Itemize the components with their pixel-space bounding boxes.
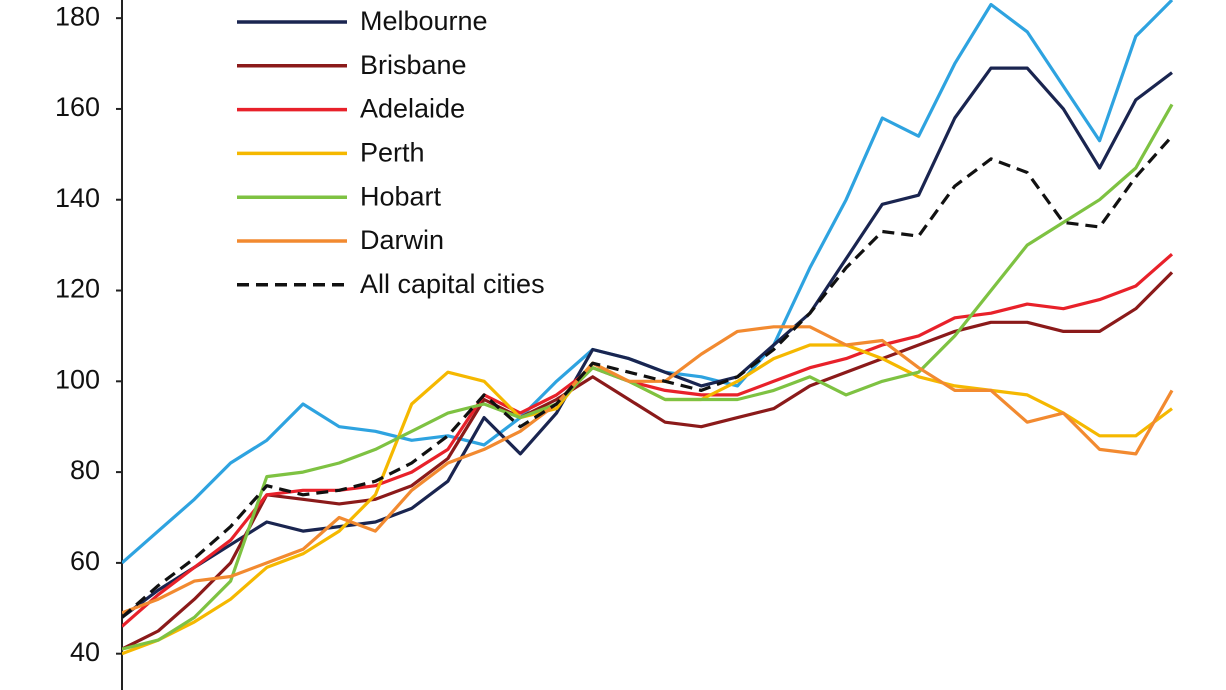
legend-label: All capital cities [360, 269, 545, 299]
series-line [122, 103, 1174, 651]
legend-label: Perth [360, 138, 425, 168]
series-line [122, 0, 1174, 565]
y-tick-label: 80 [70, 455, 100, 485]
legend-label: Hobart [360, 181, 442, 211]
series-line [122, 325, 1174, 615]
series-line [122, 66, 1173, 619]
series-line [122, 252, 1174, 628]
y-tick-label: 100 [55, 364, 100, 394]
y-tick-label: 140 [55, 183, 100, 213]
y-tick-label: 160 [55, 92, 100, 122]
y-tick-label: 120 [55, 274, 100, 304]
legend-label: Adelaide [360, 94, 465, 124]
y-tick-label: 40 [70, 637, 100, 667]
series-line [122, 271, 1174, 651]
series-line [122, 135, 1174, 619]
legend-label: Darwin [360, 225, 444, 255]
legend-label: Melbourne [360, 6, 488, 36]
y-tick-label: 60 [70, 546, 100, 576]
legend-label: Brisbane [360, 50, 467, 80]
y-tick-label: 180 [55, 1, 100, 31]
